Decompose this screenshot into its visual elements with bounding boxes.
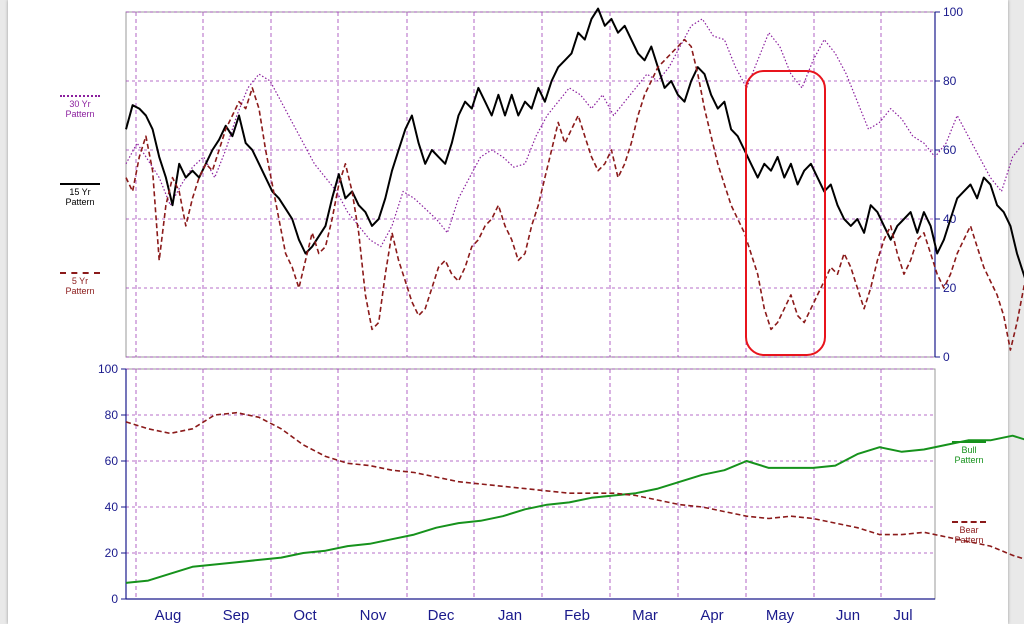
series-15-yr-pattern — [125, 7, 1024, 279]
series-bull-pattern — [125, 434, 1024, 584]
month-label-oct: Oct — [293, 607, 317, 624]
series-bear-pattern — [125, 411, 1024, 560]
month-label-jan: Jan — [498, 607, 522, 624]
legend-15yr-swatch — [60, 183, 100, 185]
top-ytick-label: 100 — [943, 5, 963, 19]
bottom-ytick-label: 20 — [105, 546, 119, 560]
month-label-dec: Dec — [428, 607, 455, 624]
legend-30yr-label: 30 Yr Pattern — [65, 99, 95, 119]
bottom-panel: 0 20 40 60 80 100 Aug Sep Oct Nov Dec Jan Feb Mar Apr M… — [98, 362, 1024, 624]
month-label-jul: Jul — [893, 607, 912, 624]
legend-bear-label: Bear Pattern — [954, 525, 984, 545]
legend-bull-label: Bull Pattern — [954, 445, 984, 465]
top-ytick-label: 60 — [943, 143, 957, 157]
month-label-aug: Aug — [155, 607, 182, 624]
month-label-feb: Feb — [564, 607, 590, 624]
bottom-ytick-label: 40 — [105, 500, 119, 514]
month-label-jun: Jun — [836, 607, 860, 624]
legend-bear: Bear Pattern — [941, 521, 997, 545]
month-label-mar: Mar — [632, 607, 658, 624]
legend-15yr: 15 Yr Pattern — [52, 183, 108, 207]
legend-5yr: 5 Yr Pattern — [52, 272, 108, 296]
legend-30yr: 30 Yr Pattern — [52, 95, 108, 119]
top-ytick-label: 80 — [943, 74, 957, 88]
highlight-box — [745, 70, 826, 356]
legend-bear-swatch — [952, 521, 986, 523]
month-label-nov: Nov — [360, 607, 387, 624]
bottom-ytick-label: 60 — [105, 454, 119, 468]
bottom-ytick-label: 100 — [98, 362, 118, 376]
legend-15yr-label: 15 Yr Pattern — [65, 187, 95, 207]
legend-bull-swatch — [952, 441, 986, 443]
bottom-ytick-label: 0 — [111, 592, 118, 606]
legend-bull: Bull Pattern — [941, 441, 997, 465]
month-label-sep: Sep — [223, 607, 250, 624]
legend-30yr-swatch — [60, 95, 100, 97]
series-30-yr-pattern — [125, 18, 1024, 248]
month-label-may: May — [766, 607, 795, 624]
bottom-ytick-label: 80 — [105, 408, 119, 422]
legend-5yr-label: 5 Yr Pattern — [65, 276, 95, 296]
month-label-apr: Apr — [700, 607, 723, 624]
top-ytick-label: 0 — [943, 350, 950, 364]
legend-5yr-swatch — [60, 272, 100, 274]
series-5-yr-pattern — [125, 38, 1024, 351]
top-ytick-label: 20 — [943, 281, 957, 295]
